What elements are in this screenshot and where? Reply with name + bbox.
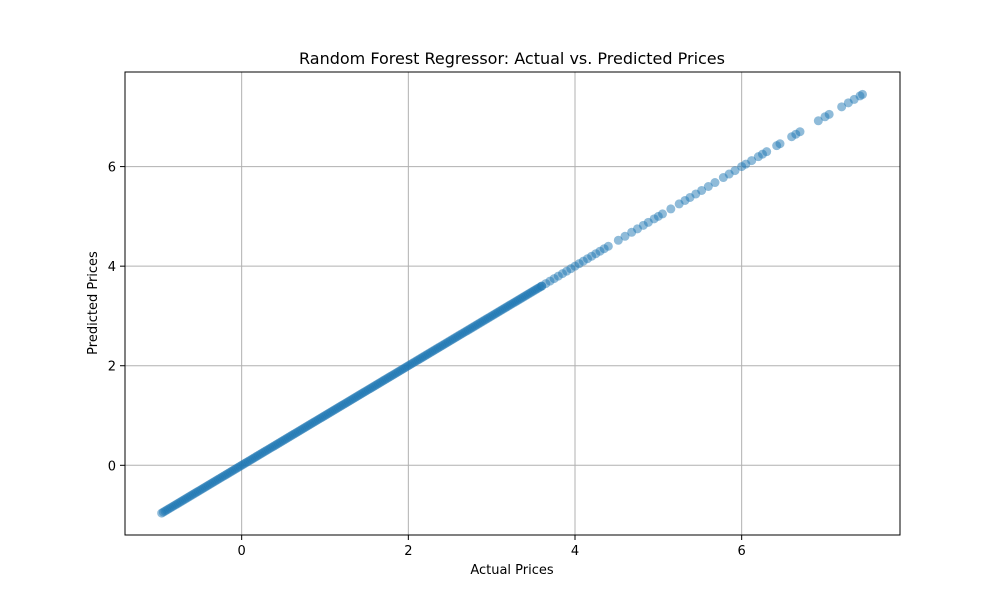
x-tick-label: 0 — [238, 544, 246, 559]
y-axis-label: Predicted Prices — [86, 251, 101, 355]
scatter-point — [703, 182, 713, 192]
x-tick-label: 4 — [571, 544, 579, 559]
scatter-point — [710, 178, 720, 188]
y-tick-label: 0 — [108, 459, 116, 474]
axis-ticks: 0 2 4 6 0 2 4 6 — [108, 161, 746, 559]
scatter-point — [697, 185, 707, 195]
chart-title: Random Forest Regressor: Actual vs. Pred… — [299, 49, 725, 68]
scatter-point — [795, 127, 805, 137]
x-tick-label: 6 — [738, 544, 746, 559]
scatter-point — [824, 109, 834, 119]
scatter-point — [730, 166, 740, 176]
grid — [125, 72, 900, 535]
scatter-point — [613, 235, 623, 245]
scatter-point — [620, 231, 630, 241]
plot-frame — [124, 71, 901, 536]
y-tick-label: 4 — [108, 260, 116, 275]
scatter-point — [813, 116, 823, 126]
x-axis-label: Actual Prices — [470, 563, 554, 578]
scatter-point — [658, 209, 667, 219]
scatter-point — [858, 89, 867, 99]
scatter-points — [157, 89, 867, 518]
scatter-point — [603, 241, 613, 251]
scatter-point — [837, 102, 847, 112]
y-tick-label: 6 — [108, 161, 116, 176]
x-tick-label: 2 — [404, 544, 412, 559]
scatter-point — [775, 139, 785, 149]
scatter-point — [747, 156, 757, 166]
y-tick-label: 2 — [108, 360, 116, 375]
scatter-point — [666, 204, 676, 214]
scatter-point — [762, 147, 772, 157]
